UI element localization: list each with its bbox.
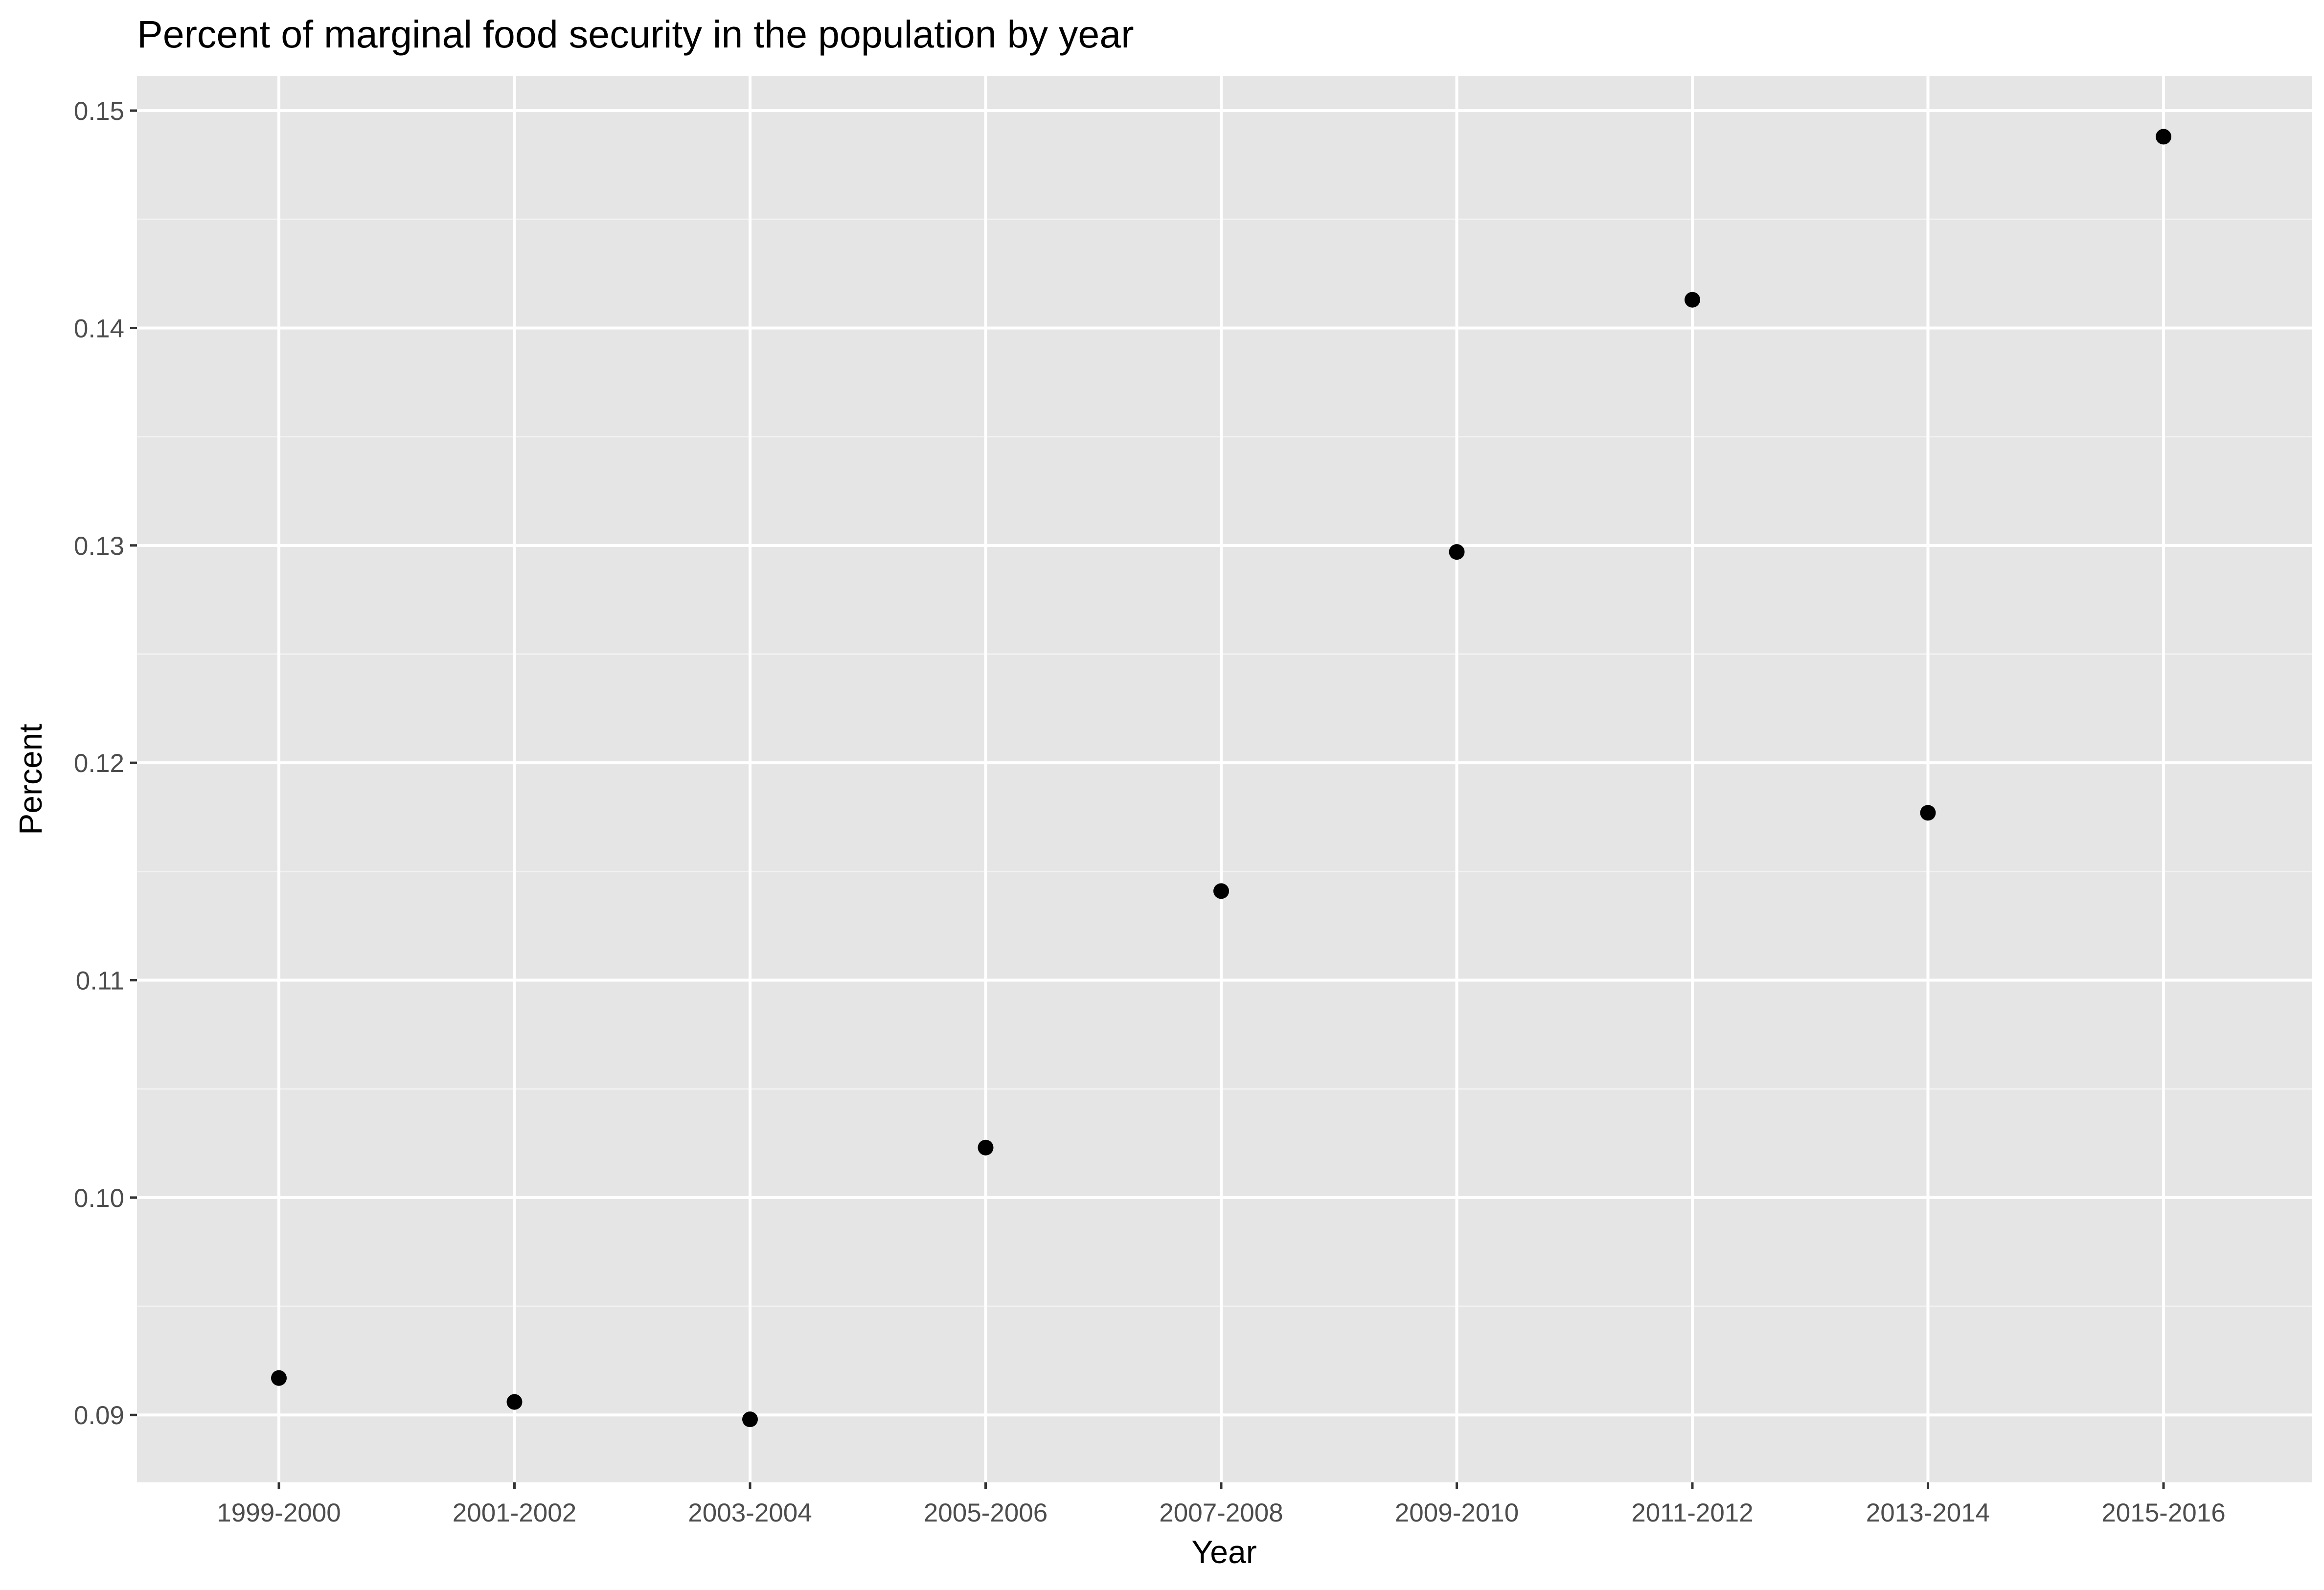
data-point	[506, 1394, 523, 1410]
data-point	[742, 1411, 758, 1428]
data-point	[1449, 544, 1465, 560]
y-axis-title: Percent	[12, 724, 48, 835]
data-points	[271, 129, 2171, 1428]
x-tick-label: 2013-2014	[1866, 1499, 1990, 1527]
x-tick-label: 2015-2016	[2101, 1499, 2225, 1527]
y-tick-label: 0.11	[76, 967, 124, 996]
x-tick-label: 2005-2006	[924, 1499, 1048, 1527]
data-point	[1213, 883, 1229, 899]
x-tick-label: 2003-2004	[688, 1499, 812, 1527]
chart-title: Percent of marginal food security in the…	[137, 12, 1134, 56]
plot-panel	[137, 76, 2312, 1482]
minor-gridlines	[137, 218, 2312, 1307]
y-tick-label: 0.15	[74, 97, 124, 126]
y-tick-label: 0.10	[74, 1184, 124, 1213]
y-axis: 0.09 0.10 0.11 0.12 0.13 0.14 0.15	[74, 97, 137, 1430]
data-point	[1920, 805, 1936, 821]
x-tick-label: 2009-2010	[1395, 1499, 1519, 1527]
x-tick-label: 2007-2008	[1159, 1499, 1283, 1527]
y-tick-label: 0.14	[74, 314, 124, 343]
y-tick-label: 0.13	[74, 532, 124, 561]
y-tick-label: 0.12	[74, 749, 124, 778]
data-point	[978, 1139, 994, 1156]
data-point	[1685, 292, 1700, 308]
x-tick-label: 1999-2000	[217, 1499, 341, 1527]
data-point	[271, 1370, 287, 1386]
x-tick-label: 2011-2012	[1631, 1499, 1754, 1527]
y-tick-label: 0.09	[74, 1401, 124, 1430]
data-point	[2156, 129, 2171, 145]
x-axis-title: Year	[1191, 1534, 1256, 1570]
x-tick-label: 2001-2002	[453, 1499, 576, 1527]
major-gridlines	[137, 76, 2312, 1482]
x-axis: 1999-2000 2001-2002 2003-2004 2005-2006 2007…	[217, 1482, 2226, 1527]
